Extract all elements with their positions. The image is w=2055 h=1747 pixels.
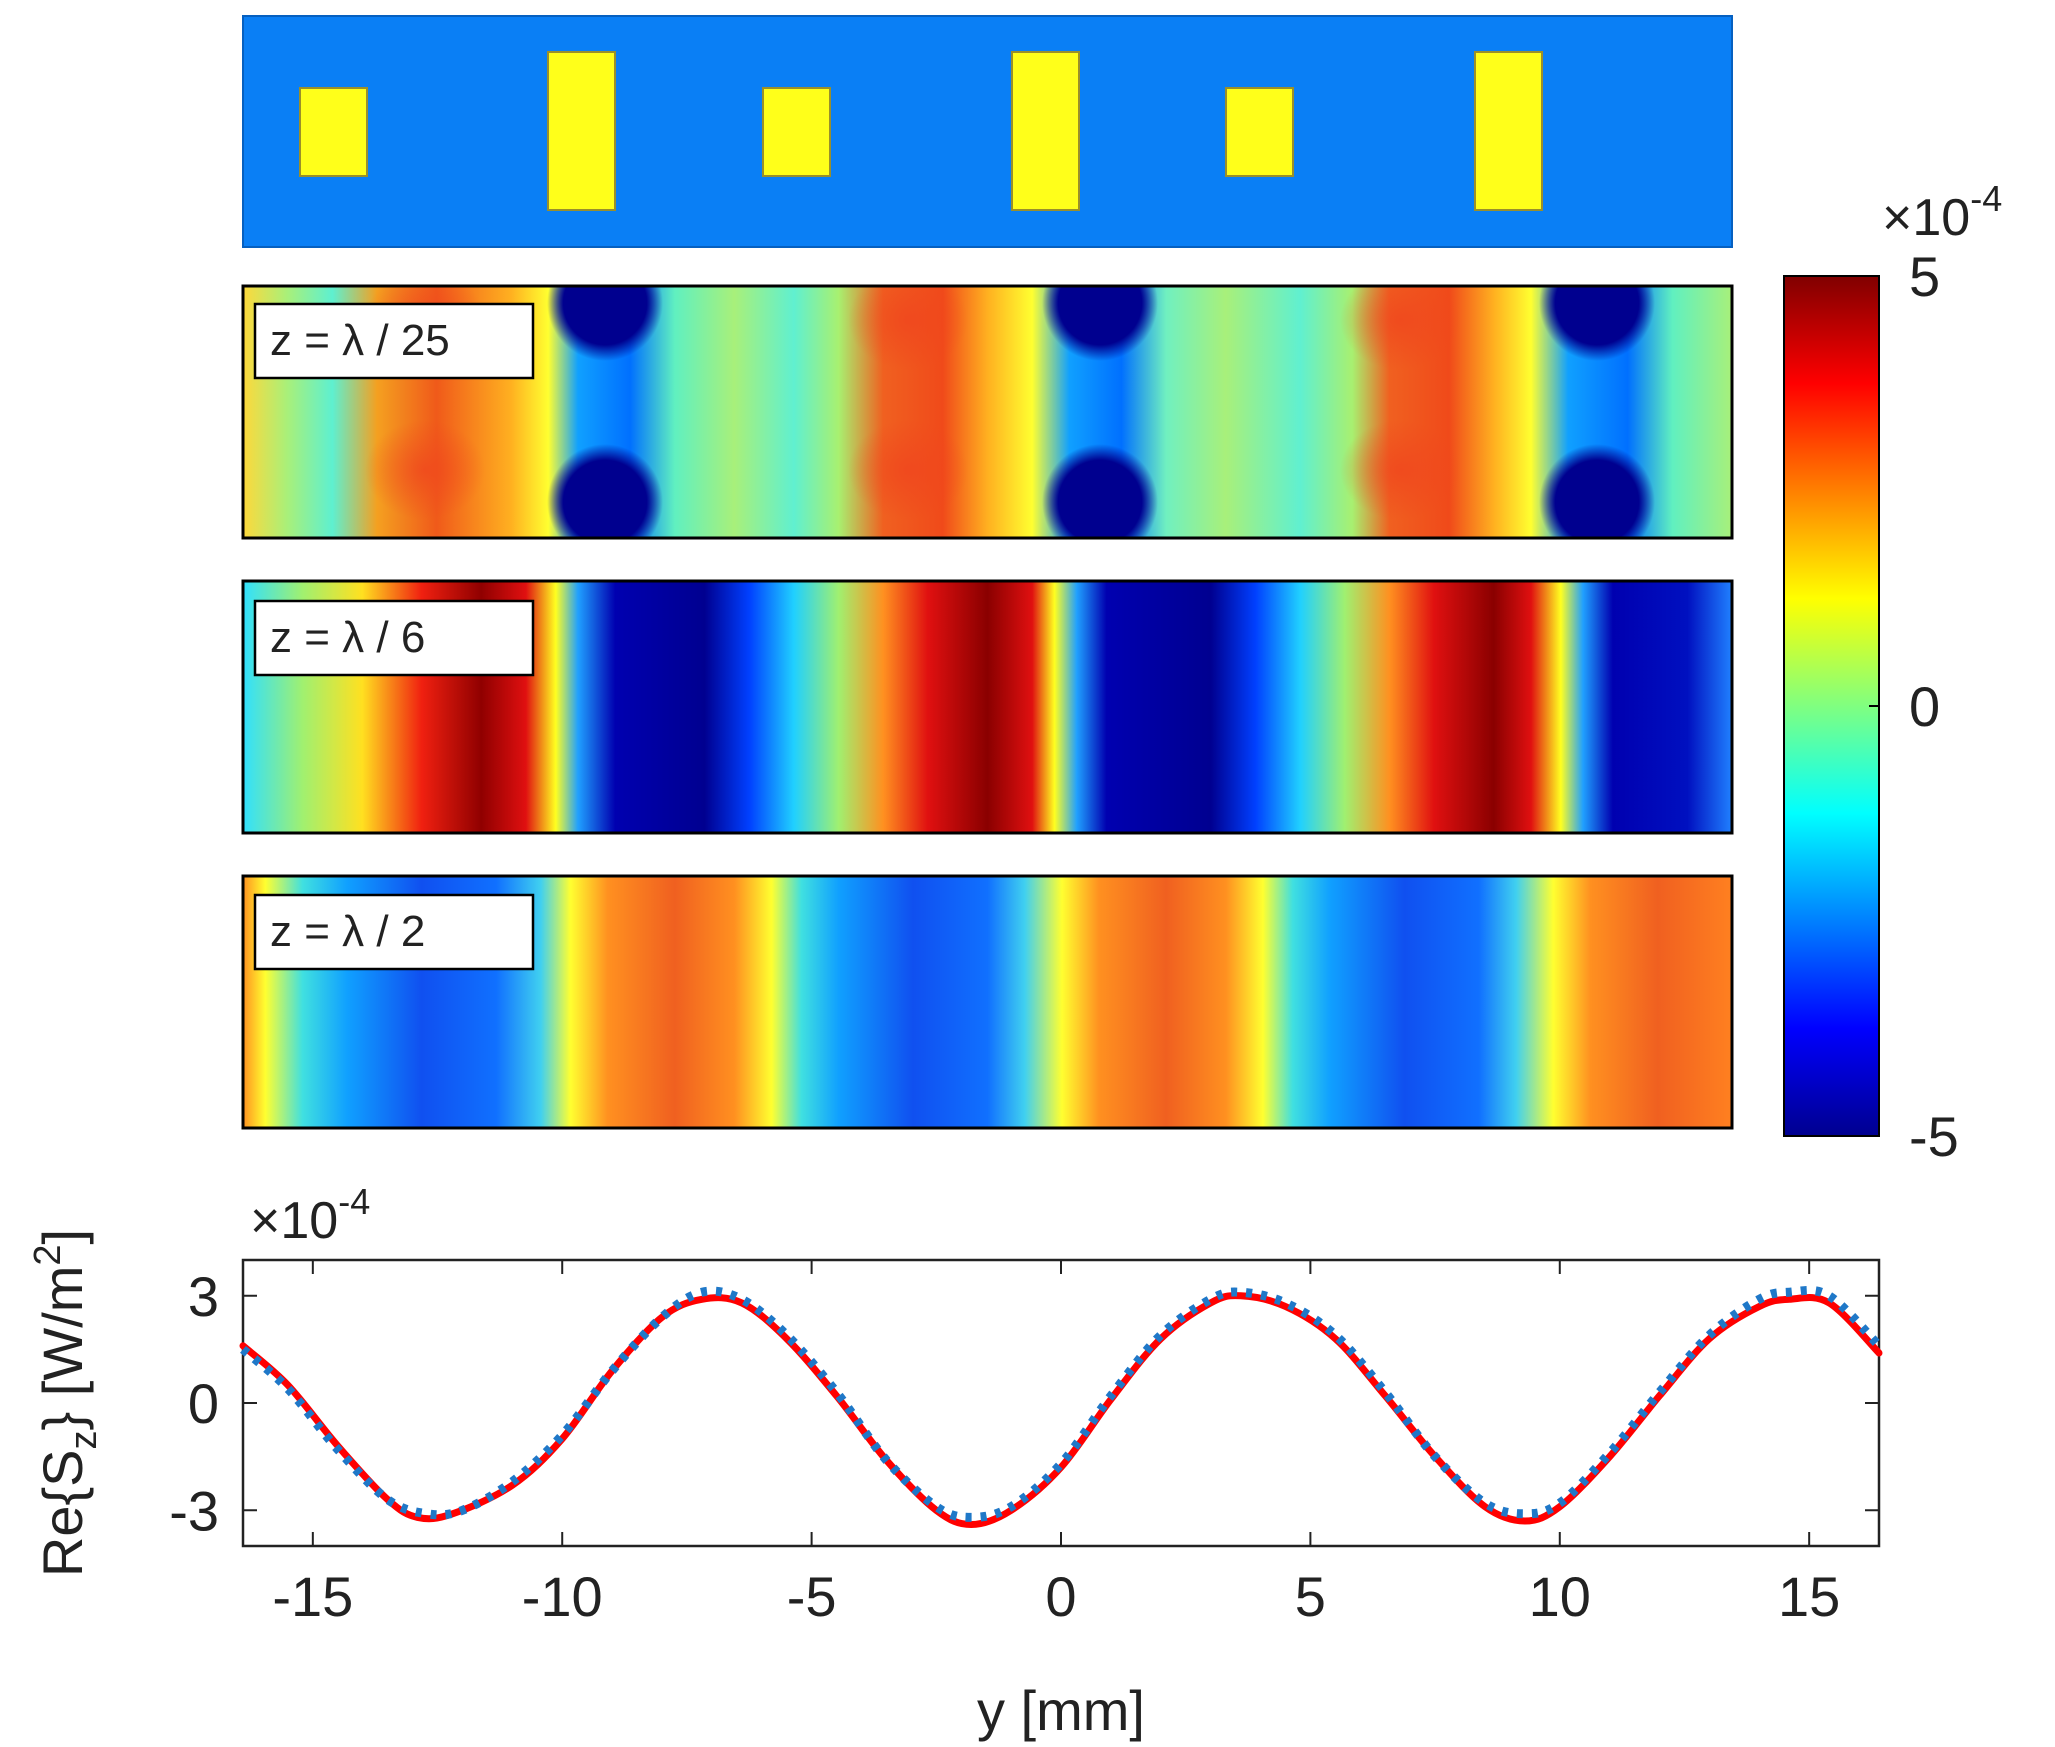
plot-ticks: -15 -10 -5 0 5 10 15 3 0 -3 bbox=[169, 1260, 1879, 1628]
structure-panel bbox=[242, 15, 1733, 248]
colorbar-ticks: 5 0 -5 bbox=[1869, 245, 1959, 1168]
field-minimum-blob bbox=[1042, 444, 1158, 538]
line-chart: -15 -10 -5 0 5 10 15 3 0 -3 ×10-4 y [mm] Re{Sz} [… bbox=[27, 1181, 1883, 1742]
y-multiplier: ×10-4 bbox=[250, 1181, 370, 1250]
x-tick-label: -5 bbox=[787, 1565, 837, 1628]
field-minimum-blob bbox=[547, 286, 663, 361]
structure-element-short bbox=[1225, 87, 1294, 177]
field-map-mid: z = λ / 6 bbox=[241, 579, 1734, 835]
structure-element-short bbox=[299, 87, 368, 177]
colorbar-tick-label: 0 bbox=[1909, 675, 1940, 738]
field-map-far-label: z = λ / 2 bbox=[270, 907, 425, 956]
structure-element-short bbox=[762, 87, 831, 177]
x-tick-label: -15 bbox=[272, 1565, 353, 1628]
y-tick-label: 3 bbox=[188, 1265, 219, 1328]
plot-area bbox=[241, 1258, 1881, 1548]
structure-element-tall bbox=[547, 51, 616, 211]
x-tick-label: -10 bbox=[522, 1565, 603, 1628]
field-map-mid-label-box bbox=[253, 599, 535, 677]
x-tick-label: 5 bbox=[1295, 1565, 1326, 1628]
y-axis-label-end: ] bbox=[31, 1229, 94, 1245]
field-maximum-blob bbox=[1340, 286, 1460, 370]
field-map-near-label: z = λ / 25 bbox=[270, 316, 450, 365]
y-tick-label: -3 bbox=[169, 1479, 219, 1542]
field-minimum-blob bbox=[1539, 286, 1655, 361]
field-map-mid-label: z = λ / 6 bbox=[270, 613, 425, 662]
field-map-near-label-box bbox=[253, 302, 535, 380]
plot-lines bbox=[239, 1285, 1883, 1528]
field-maximum-blob bbox=[848, 286, 968, 370]
colorbar-multiplier-base: ×10 bbox=[1882, 189, 1970, 247]
colorbar-tick-label: -5 bbox=[1909, 1105, 1959, 1168]
x-axis-label: y [mm] bbox=[977, 1679, 1145, 1742]
field-minimum-blob bbox=[1042, 286, 1158, 361]
field-map-far-frame bbox=[241, 874, 1734, 1130]
x-tick-label: 15 bbox=[1778, 1565, 1840, 1628]
field-maximum-blob bbox=[1340, 420, 1460, 520]
x-tick-label: 10 bbox=[1529, 1565, 1591, 1628]
field-maximum-blob bbox=[365, 420, 485, 520]
field-map-far: z = λ / 2 bbox=[241, 874, 1734, 1130]
x-tick-label: 0 bbox=[1045, 1565, 1076, 1628]
colorbar-gradient bbox=[1783, 275, 1880, 1137]
y-axis-label-sup: 2 bbox=[27, 1244, 69, 1265]
colorbar-tick-label: 5 bbox=[1909, 245, 1940, 308]
field-maximum-blob bbox=[848, 420, 968, 520]
structure-element-tall bbox=[1474, 51, 1543, 211]
structure-element-tall bbox=[1011, 51, 1080, 211]
colorbar-multiplier: ×10-4 bbox=[1882, 178, 2002, 247]
field-map-far-label-box bbox=[253, 893, 535, 971]
y-axis-label: Re{Sz} [W/m2] bbox=[27, 1229, 105, 1577]
y-multiplier-exp: -4 bbox=[338, 1181, 370, 1222]
y-multiplier-base: ×10 bbox=[250, 1192, 338, 1250]
field-minimum-blob bbox=[547, 444, 663, 538]
colorbar: 5 0 -5 ×10-4 bbox=[1783, 178, 2002, 1168]
field-map-near: z = λ / 25 bbox=[241, 284, 1734, 540]
field-map-near-frame bbox=[241, 284, 1734, 540]
y-tick-label: 0 bbox=[188, 1372, 219, 1435]
colorbar-multiplier-exp: -4 bbox=[1970, 178, 2002, 219]
y-axis-label-main: Re{S bbox=[31, 1449, 94, 1577]
y-axis-label-sub: z bbox=[63, 1430, 105, 1449]
field-map-mid-frame bbox=[241, 579, 1734, 835]
series-line-simulated bbox=[240, 1285, 1883, 1522]
field-minimum-blob bbox=[1539, 444, 1655, 538]
structure-elements bbox=[299, 51, 1543, 211]
y-axis-label-rest: } [W/m bbox=[31, 1266, 94, 1431]
